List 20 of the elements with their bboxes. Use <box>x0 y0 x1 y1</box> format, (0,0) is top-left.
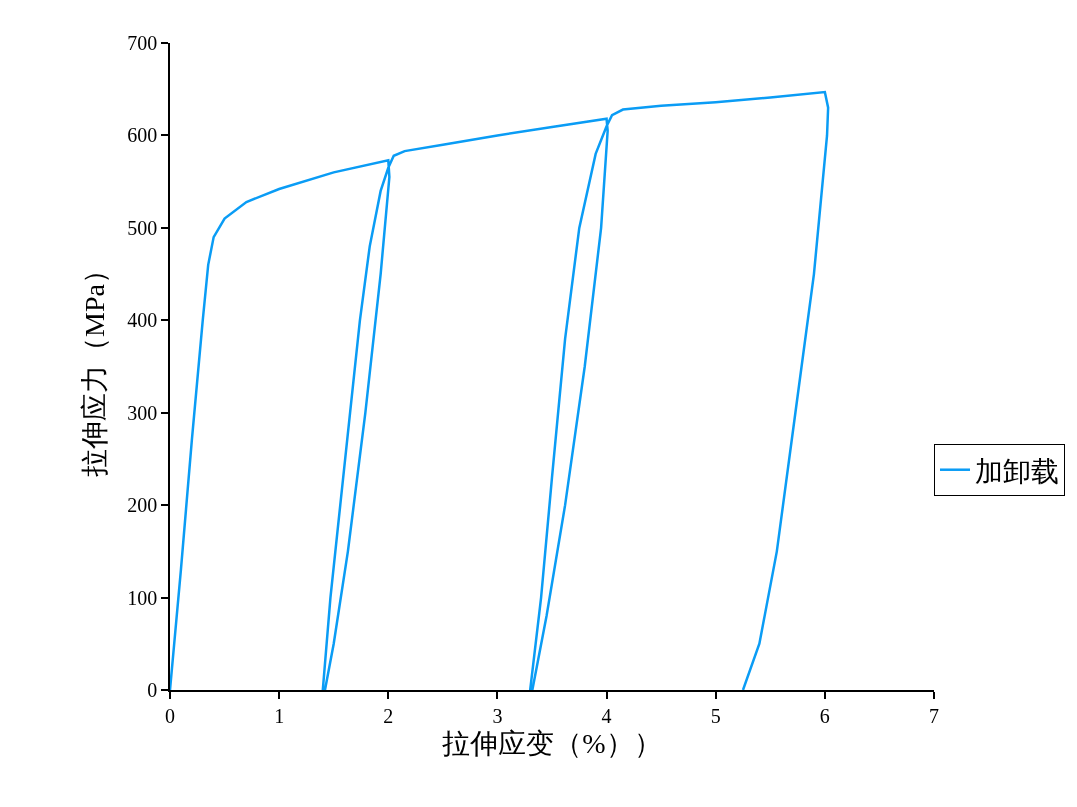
y-tick-label: 400 <box>127 309 158 332</box>
y-tick-label: 100 <box>127 586 158 609</box>
x-axis-title: 拉伸应变（%）） <box>442 728 662 760</box>
y-tick-label: 200 <box>127 494 158 517</box>
y-tick-label: 0 <box>147 679 158 701</box>
y-tick-label: 300 <box>127 401 158 424</box>
x-tick-label: 2 <box>383 704 394 727</box>
x-tick-label: 4 <box>601 704 612 727</box>
y-tick-label: 700 <box>127 32 158 54</box>
x-tick-label: 0 <box>165 704 175 727</box>
x-tick-label: 5 <box>710 704 721 727</box>
legend-label: 加卸载 <box>975 455 1059 487</box>
y-axis-title: 拉伸应力（MPa） <box>79 256 111 477</box>
x-tick-label: 6 <box>819 704 830 727</box>
y-tick-label: 500 <box>127 216 158 239</box>
line-series <box>170 90 830 690</box>
x-tick-label: 3 <box>492 704 503 727</box>
y-tick-label: 600 <box>127 124 158 147</box>
x-tick-label: 1 <box>274 704 285 727</box>
x-tick-label: 7 <box>929 704 939 727</box>
